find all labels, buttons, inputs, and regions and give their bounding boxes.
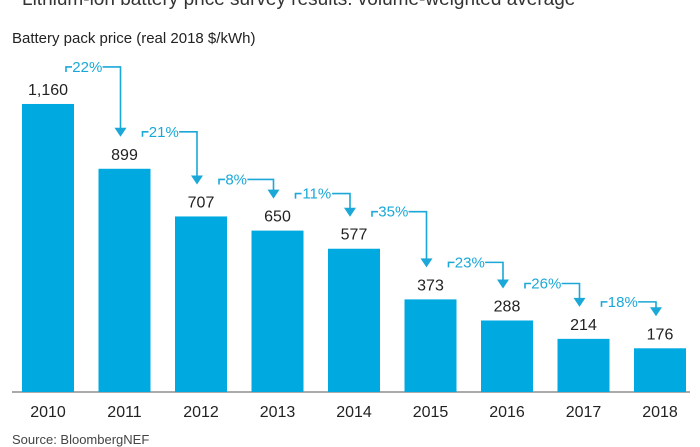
change-label-3: 11%	[302, 186, 331, 203]
bar-2013	[251, 230, 304, 392]
change-bracket-left-0	[65, 66, 72, 72]
x-tick-2016: 2016	[489, 404, 525, 421]
change-arrow-line-4	[408, 210, 428, 261]
value-label-2010: 1,160	[28, 82, 68, 99]
change-arrow-line-1	[179, 130, 198, 178]
value-label-2012: 707	[188, 194, 215, 211]
change-arrowhead-6	[573, 297, 586, 307]
value-label-2017: 214	[570, 317, 597, 334]
change-bracket-left-6	[524, 282, 531, 289]
x-tick-2013: 2013	[260, 404, 296, 421]
x-tick-2015: 2015	[413, 404, 449, 421]
bar-2014	[328, 248, 380, 392]
change-label-5: 23%	[455, 254, 485, 271]
change-label-6: 26%	[531, 275, 561, 292]
value-label-2015: 373	[417, 277, 444, 294]
x-tick-2018: 2018	[642, 404, 678, 421]
change-arrowhead-5	[497, 279, 509, 289]
change-arrowhead-1	[191, 175, 203, 185]
x-tick-2012: 2012	[183, 404, 219, 421]
change-bracket-left-5	[447, 261, 455, 268]
change-arrowhead-4	[420, 258, 433, 268]
source-note: Source: BloombergNEF	[12, 432, 150, 447]
change-arrow-line-7	[638, 301, 657, 310]
bar-2016	[481, 320, 533, 392]
change-bracket-left-2	[218, 178, 225, 185]
change-bracket-left-7	[600, 301, 608, 307]
change-arrowhead-3	[344, 207, 356, 217]
bar-2010	[22, 103, 74, 393]
change-bracket-left-3	[294, 192, 302, 199]
bar-2017	[557, 338, 610, 392]
change-label-2: 8%	[225, 171, 247, 188]
x-tick-2011: 2011	[107, 404, 142, 421]
bar-2018	[634, 348, 686, 392]
bar-2012	[175, 216, 227, 392]
value-label-2016: 288	[494, 298, 521, 315]
change-arrow-line-0	[102, 66, 122, 130]
x-tick-2010: 2010	[30, 404, 66, 421]
chart-title: Lithium-ion battery price survey results…	[22, 0, 575, 11]
value-label-2011: 899	[111, 147, 138, 164]
change-arrow-line-2	[247, 178, 275, 192]
change-label-0: 22%	[72, 59, 102, 76]
change-bracket-left-1	[141, 130, 149, 137]
change-arrowhead-2	[267, 189, 280, 199]
value-label-2013: 650	[264, 209, 291, 226]
value-label-2018: 176	[647, 326, 674, 343]
change-arrow-line-6	[561, 282, 581, 300]
value-label-2014: 577	[341, 227, 368, 244]
bar-2011	[98, 168, 151, 392]
change-arrow-line-3	[332, 192, 351, 210]
change-arrow-line-5	[485, 261, 504, 282]
change-arrowhead-7	[650, 307, 662, 317]
change-label-7: 18%	[608, 294, 638, 311]
change-label-1: 21%	[149, 124, 179, 141]
change-label-4: 35%	[378, 204, 408, 221]
y-axis-label: Battery pack price (real 2018 $/kWh)	[12, 30, 256, 47]
change-arrowhead-0	[114, 127, 127, 137]
x-tick-2014: 2014	[336, 404, 372, 421]
x-tick-2017: 2017	[566, 404, 602, 421]
change-bracket-left-4	[371, 210, 378, 217]
bar-2015	[404, 299, 457, 392]
